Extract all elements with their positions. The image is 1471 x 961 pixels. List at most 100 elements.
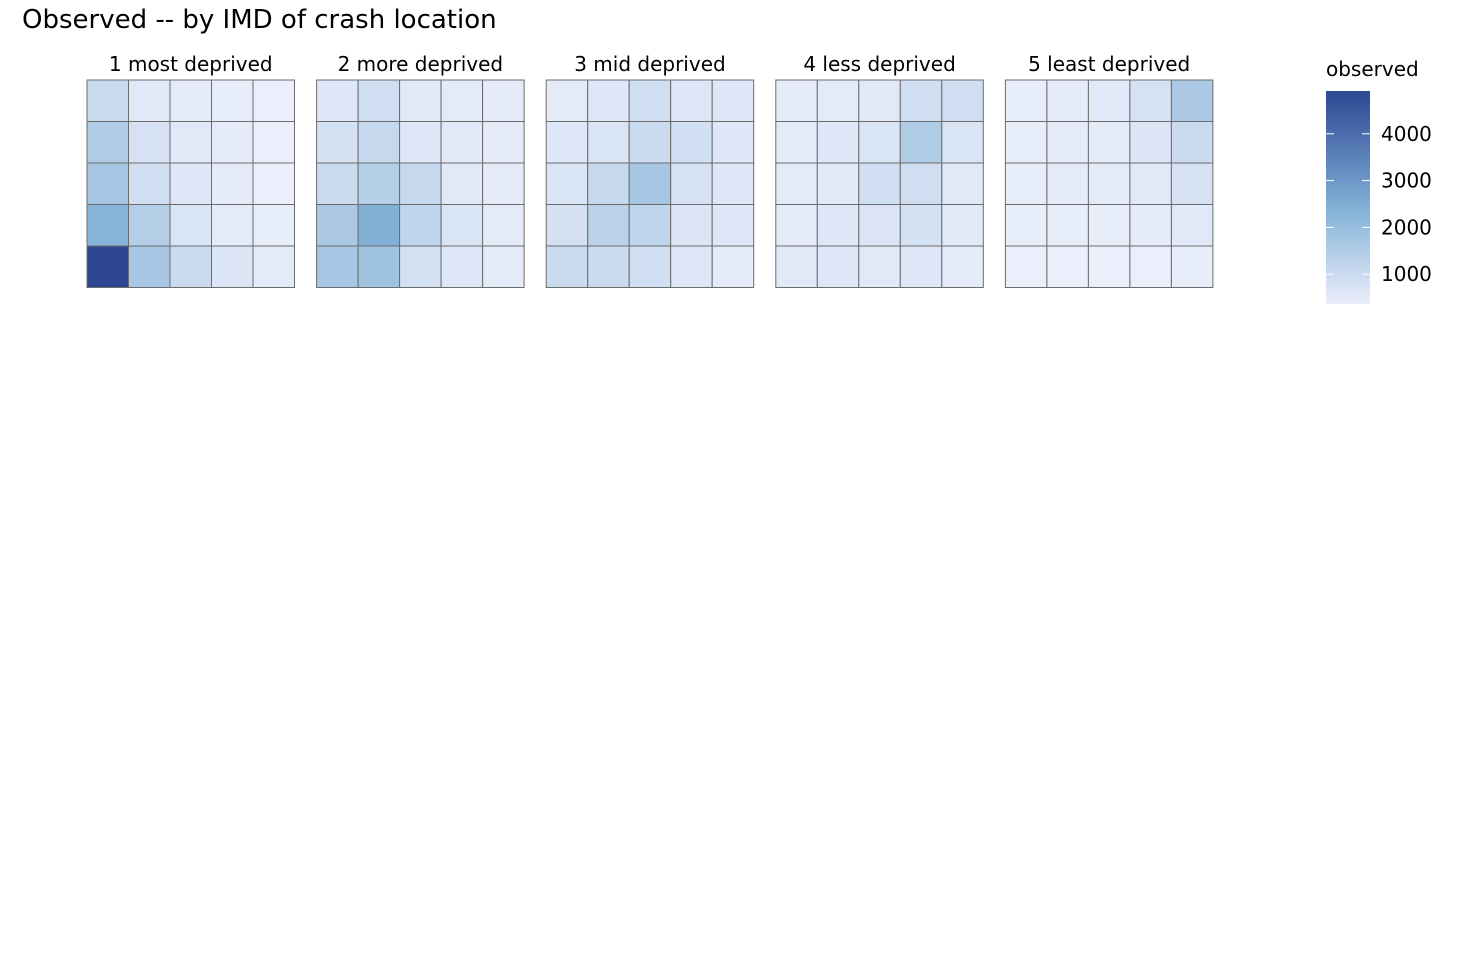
facet-panel: 3 mid deprived [545,52,755,288]
heatmap-cell [1170,204,1214,247]
legend-colorbar [1326,91,1370,304]
heatmap-cell [1087,162,1131,205]
heatmap-cell [587,121,630,164]
heatmap-cell [775,204,818,247]
heatmap-cell [1170,79,1214,122]
heatmap-cell [899,245,943,288]
heatmap-cell [86,204,129,247]
heatmap-cell [1129,79,1172,122]
heatmap-cell [357,204,401,247]
heatmap-cell [128,245,171,288]
heatmap-cell [1046,79,1089,122]
heatmap-cell [1046,245,1089,288]
facet-panel: 1 most deprived [86,52,295,288]
facet-panel: 2 more deprived [316,52,525,288]
heatmap-cell [628,162,672,205]
heatmap-cell [252,121,295,164]
heatmap-cell [587,79,630,122]
heatmap-cell [316,79,359,122]
heatmap-cell [252,204,295,247]
heatmap-cell [858,79,901,122]
legend-tick-label: 3000 [1381,169,1432,193]
heatmap-cell [252,245,295,288]
heatmap-cell [545,245,589,288]
heatmap-cell [711,162,755,205]
legend-tick-label: 1000 [1381,262,1432,286]
heatmap-cell [775,121,818,164]
heatmap-cell [440,121,484,164]
heatmap-cell [482,204,525,247]
heatmap-cell [711,79,755,122]
heatmap-cell [858,245,901,288]
heatmap-cell [775,79,818,122]
heatmap-cell [86,79,129,122]
heatmap-cell [1129,162,1172,205]
heatmap-cell [816,162,860,205]
heatmap-cell [440,79,484,122]
heatmap-cell [670,245,713,288]
heatmap-cell [128,204,171,247]
heatmap-cell [858,162,901,205]
heatmap-cell [128,162,171,205]
heatmap-cell [440,245,484,288]
chart-title: Observed -- by IMD of crash location [22,5,497,35]
heatmap-cell [858,121,901,164]
heatmap-cell [941,204,984,247]
heatmap-cell [775,162,818,205]
heatmap-cell [587,204,630,247]
heatmap-cell [899,121,943,164]
heatmap-cell [545,204,589,247]
heatmap-cell [628,245,672,288]
heatmap-cell [670,121,713,164]
heatmap-cell [169,245,212,288]
heatmap-cell [1046,162,1089,205]
heatmap-cell [211,204,254,247]
heatmap-cell [211,245,254,288]
heatmap-cell [399,121,442,164]
heatmap-cell [816,121,860,164]
legend-tick-label: 2000 [1381,215,1432,239]
heatmap-cell [399,162,442,205]
legend-title: observed [1326,57,1419,81]
heatmap-cell [1129,121,1172,164]
heatmap-cell [357,162,401,205]
heatmap-cell [211,162,254,205]
heatmap-cell [316,162,359,205]
panel-title: 3 mid deprived [574,52,725,76]
heatmap-cell [545,121,589,164]
heatmap-cell [1129,204,1172,247]
heatmap-cell [399,245,442,288]
facet-panel: 4 less deprived [775,52,984,288]
heatmap-cell [440,204,484,247]
heatmap-cell [357,121,401,164]
heatmap-cell [399,79,442,122]
heatmap-cell [1087,204,1131,247]
heatmap-cell [128,121,171,164]
heatmap-cell [816,79,860,122]
heatmap-cell [357,245,401,288]
heatmap-cell [1004,79,1048,122]
heatmap-cell [545,162,589,205]
heatmap-cell [587,162,630,205]
facet-panel: 5 least deprived [1004,52,1214,288]
heatmap-cell [1087,121,1131,164]
heatmap-cell [670,162,713,205]
heatmap-cell [169,204,212,247]
panel-title: 4 less deprived [803,52,955,76]
heatmap-cell [1046,121,1089,164]
heatmap-cell [711,245,755,288]
heatmap-cell [899,162,943,205]
heatmap-cell [711,121,755,164]
heatmap-cell [941,121,984,164]
heatmap-cell [1046,204,1089,247]
heatmap-cell [1129,245,1172,288]
heatmap-cell [169,79,212,122]
heatmap-cell [86,162,129,205]
heatmap-cell [252,79,295,122]
heatmap-cell [587,245,630,288]
heatmap-cell [816,204,860,247]
heatmap-cell [941,245,984,288]
heatmap-cell [858,204,901,247]
heatmap-cell [86,245,129,288]
